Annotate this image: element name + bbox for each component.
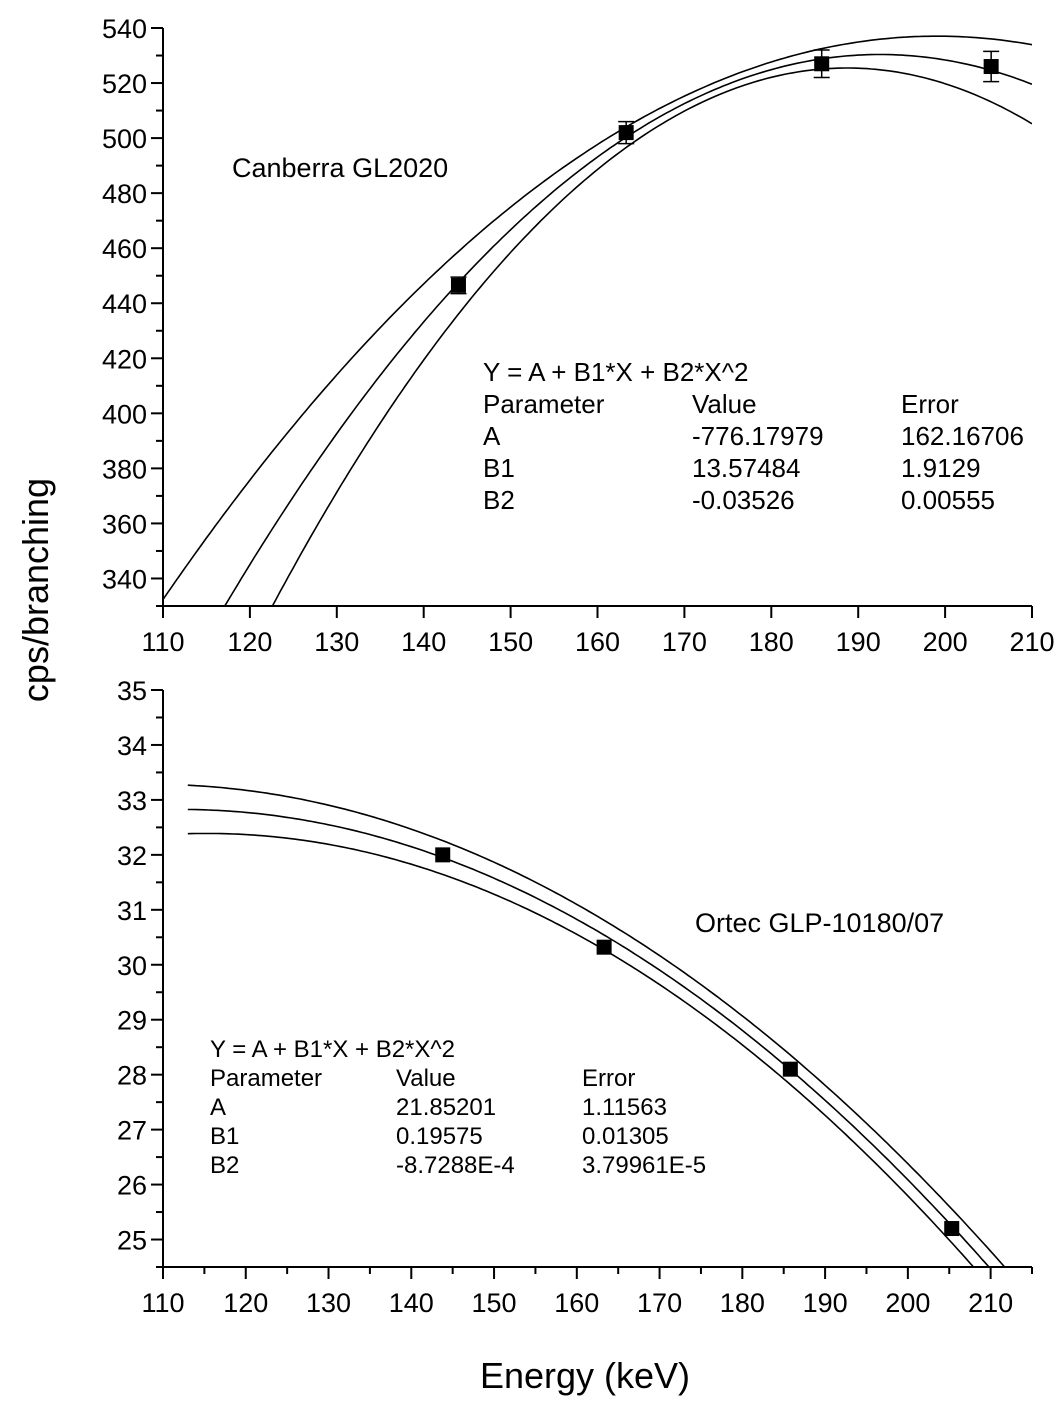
fit-table-cell: 0.01305: [582, 1123, 669, 1150]
x-tick-label: 180: [749, 627, 794, 657]
x-tick-label: 190: [836, 627, 881, 657]
x-tick-label: 170: [662, 627, 707, 657]
data-point: [618, 125, 634, 141]
data-point: [814, 56, 830, 72]
detector-label: Canberra GL2020: [232, 153, 448, 183]
y-axis-title: cps/branching: [15, 478, 56, 702]
x-tick-label: 110: [141, 627, 184, 657]
fit-equation: Y = A + B1*X + B2*X^2: [210, 1036, 455, 1063]
fit-table-header: Error: [901, 389, 959, 419]
x-tick-label: 150: [488, 627, 533, 657]
y-tick-label: 31: [117, 896, 147, 926]
fit-table-cell: 13.57484: [692, 453, 800, 483]
data-point: [782, 1061, 798, 1077]
y-tick-label: 380: [102, 454, 147, 484]
fit-table-cell: 1.9129: [901, 453, 981, 483]
x-tick-label: 130: [314, 627, 359, 657]
data-point: [596, 939, 612, 955]
x-tick-label: 210: [968, 1288, 1013, 1318]
y-tick-label: 29: [117, 1006, 147, 1036]
fit-table-cell: 0.19575: [396, 1123, 483, 1150]
x-tick-label: 130: [306, 1288, 351, 1318]
y-tick-label: 27: [117, 1116, 147, 1146]
data-point: [983, 59, 999, 75]
y-tick-label: 35: [117, 676, 147, 706]
fit-table-cell: -776.17979: [692, 421, 824, 451]
y-tick-label: 440: [102, 289, 147, 319]
y-tick-label: 480: [102, 179, 147, 209]
fit-table-cell: 0.00555: [901, 485, 995, 515]
fit-table-header: Error: [582, 1065, 635, 1092]
y-tick-label: 30: [117, 951, 147, 981]
x-tick-label: 170: [637, 1288, 682, 1318]
y-tick-label: 420: [102, 344, 147, 374]
x-tick-label: 140: [389, 1288, 434, 1318]
data-point: [450, 277, 466, 293]
y-tick-label: 32: [117, 841, 147, 871]
x-tick-label: 110: [141, 1288, 184, 1318]
x-tick-label: 200: [923, 627, 968, 657]
x-tick-label: 160: [575, 627, 620, 657]
upper-confidence-curve: [187, 784, 1006, 1267]
fit-table-header: Parameter: [483, 389, 605, 419]
y-tick-label: 33: [117, 786, 147, 816]
fit-table-cell: -0.03526: [692, 485, 795, 515]
fit-table-cell: A: [483, 421, 501, 451]
detector-label: Ortec GLP-10180/07: [695, 908, 944, 938]
x-tick-label: 210: [1009, 627, 1054, 657]
y-tick-label: 26: [117, 1171, 147, 1201]
y-tick-label: 520: [102, 69, 147, 99]
fit-table-header: Value: [396, 1065, 456, 1092]
data-point: [944, 1221, 960, 1237]
fit-table-cell: B2: [483, 485, 515, 515]
x-tick-label: 160: [554, 1288, 599, 1318]
x-tick-label: 180: [720, 1288, 765, 1318]
fit-table-header: Value: [692, 389, 757, 419]
x-tick-label: 190: [803, 1288, 848, 1318]
lower-confidence-curve: [271, 67, 1032, 606]
x-tick-label: 140: [401, 627, 446, 657]
data-point: [435, 847, 451, 863]
fit-table-cell: -8.7288E-4: [396, 1152, 515, 1179]
fit-equation: Y = A + B1*X + B2*X^2: [483, 357, 748, 387]
fit-table-cell: 1.11563: [582, 1094, 667, 1121]
x-tick-label: 120: [223, 1288, 268, 1318]
panel-ortec: 110 120 130 140 150 160 170 180 190 200 210 25 26 27 2…: [117, 676, 1033, 1318]
x-tick-label: 150: [472, 1288, 517, 1318]
x-axis-title: Energy (keV): [480, 1355, 690, 1396]
fit-table-header: Parameter: [210, 1065, 322, 1092]
x-tick-label: 200: [885, 1288, 930, 1318]
fit-curve: [223, 53, 1032, 606]
y-tick-label: 540: [102, 14, 147, 44]
x-tick-label: 120: [227, 627, 272, 657]
fit-table-cell: B1: [210, 1123, 239, 1150]
panel-canberra: 110 120 130 140 150 160 170 180 190 200 210 340 360 3…: [102, 14, 1055, 657]
y-tick-label: 28: [117, 1061, 147, 1091]
y-tick-label: 460: [102, 234, 147, 264]
y-tick-label: 400: [102, 399, 147, 429]
fit-table-cell: 3.79961E-5: [582, 1152, 706, 1179]
y-tick-label: 500: [102, 124, 147, 154]
fit-table-cell: A: [210, 1094, 226, 1121]
upper-confidence-curve: [163, 35, 1032, 600]
y-tick-label: 340: [102, 564, 147, 594]
fit-curve: [187, 808, 991, 1267]
fit-table-cell: 162.16706: [901, 421, 1024, 451]
fit-table-cell: B2: [210, 1152, 239, 1179]
y-tick-label: 25: [117, 1226, 147, 1256]
y-tick-label: 34: [117, 731, 147, 761]
y-tick-label: 360: [102, 509, 147, 539]
fit-table-cell: 21.85201: [396, 1094, 496, 1121]
fit-table-cell: B1: [483, 453, 515, 483]
